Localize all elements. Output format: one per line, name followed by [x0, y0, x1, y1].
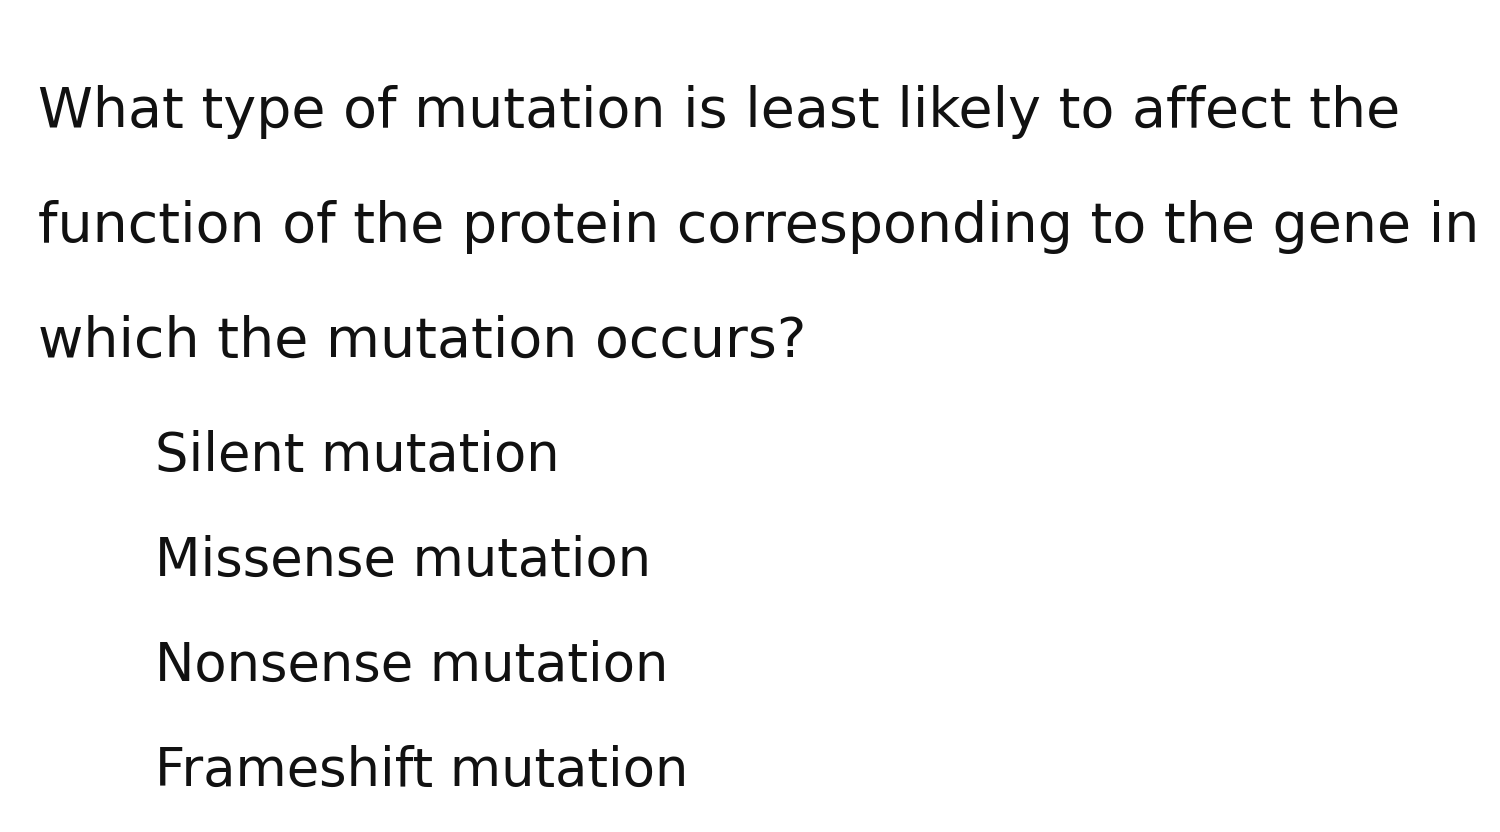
Text: Nonsense mutation: Nonsense mutation: [154, 640, 669, 692]
Text: Frameshift mutation: Frameshift mutation: [154, 745, 689, 797]
Text: Silent mutation: Silent mutation: [154, 430, 560, 482]
Text: What type of mutation is least likely to affect the: What type of mutation is least likely to…: [38, 85, 1401, 139]
Text: which the mutation occurs?: which the mutation occurs?: [38, 315, 807, 369]
Text: function of the protein corresponding to the gene in: function of the protein corresponding to…: [38, 200, 1479, 254]
Text: Missense mutation: Missense mutation: [154, 535, 651, 587]
